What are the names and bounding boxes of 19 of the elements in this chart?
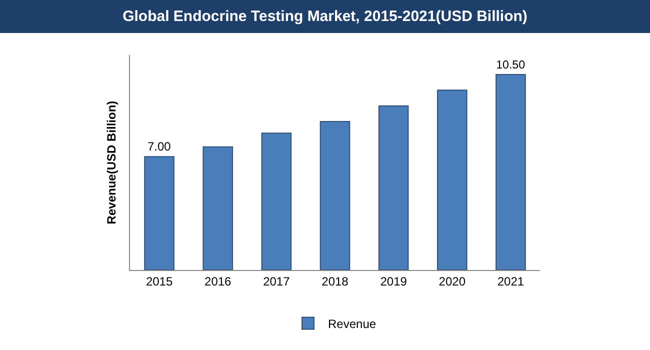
text: 10.50 — [496, 60, 526, 72]
bar — [378, 105, 409, 270]
x-tick-label: 2020 — [438, 274, 466, 288]
bar — [437, 90, 468, 270]
y-axis-title: Revenue(USD Billion) — [104, 100, 118, 224]
text: 7.00 — [147, 140, 171, 154]
chart-title: Global Endocrine Testing Market, 2015-2021(USD Billion) — [122, 8, 528, 25]
bar — [144, 156, 174, 270]
bar — [261, 132, 292, 270]
x-tick-label: 2018 — [322, 274, 349, 288]
legend-label: Revenue — [328, 316, 376, 331]
bar — [320, 120, 350, 270]
bar — [202, 146, 233, 270]
x-tick-label: 2019 — [380, 274, 408, 288]
x-tick-label: 2017 — [263, 274, 290, 288]
bar — [496, 74, 526, 270]
x-tick-label: 2021 — [497, 274, 524, 288]
x-tick-label: 2016 — [204, 274, 232, 288]
x-tick-label: 2015 — [146, 274, 173, 288]
